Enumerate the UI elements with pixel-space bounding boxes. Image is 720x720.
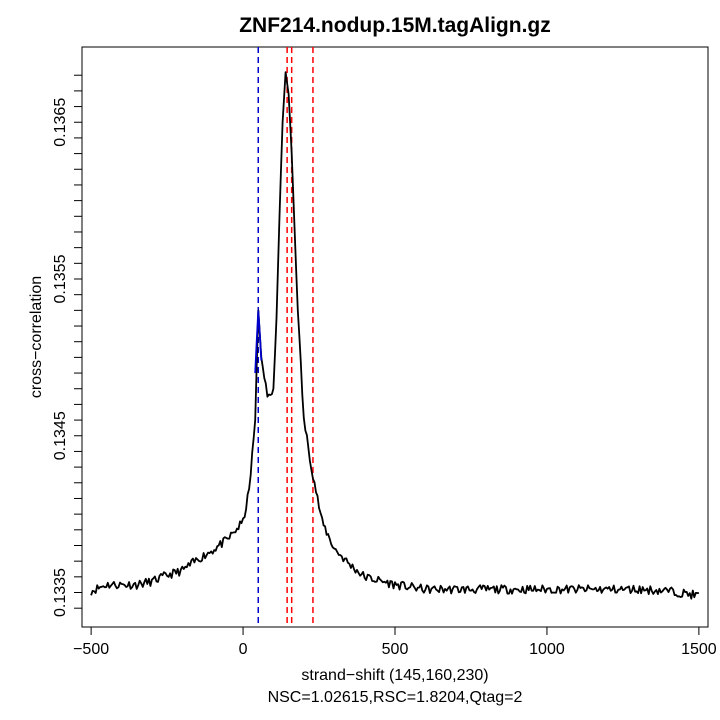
reference-lines	[257, 47, 314, 627]
x-tick-label: 1500	[681, 641, 717, 658]
x-tick-label: 1000	[529, 641, 565, 658]
y-tick-label: 0.1335	[52, 568, 69, 617]
x-tick-label: 500	[382, 641, 409, 658]
y-tick-label: 0.1365	[52, 98, 69, 147]
chart-subtitle: NSC=1.02615,RSC=1.8204,Qtag=2	[268, 689, 523, 706]
y-axis: 0.1335 0.1345 0.1355 0.1365	[52, 74, 82, 617]
x-tick-label: 0	[239, 641, 248, 658]
x-axis-label: strand−shift (145,160,230)	[301, 667, 488, 684]
x-axis: −500 0 500 1000 1500	[73, 627, 717, 658]
series-lines	[90, 71, 700, 600]
plot-frame	[81, 46, 709, 628]
phantom-peak-line	[254, 310, 263, 374]
x-tick-label: −500	[73, 641, 109, 658]
y-tick-label: 0.1345	[52, 411, 69, 460]
chart-title: ZNF214.nodup.15M.tagAlign.gz	[239, 14, 551, 37]
cross-correlation-line	[90, 71, 700, 600]
y-axis-label: cross−correlation	[28, 276, 45, 398]
y-tick-label: 0.1355	[52, 254, 69, 303]
